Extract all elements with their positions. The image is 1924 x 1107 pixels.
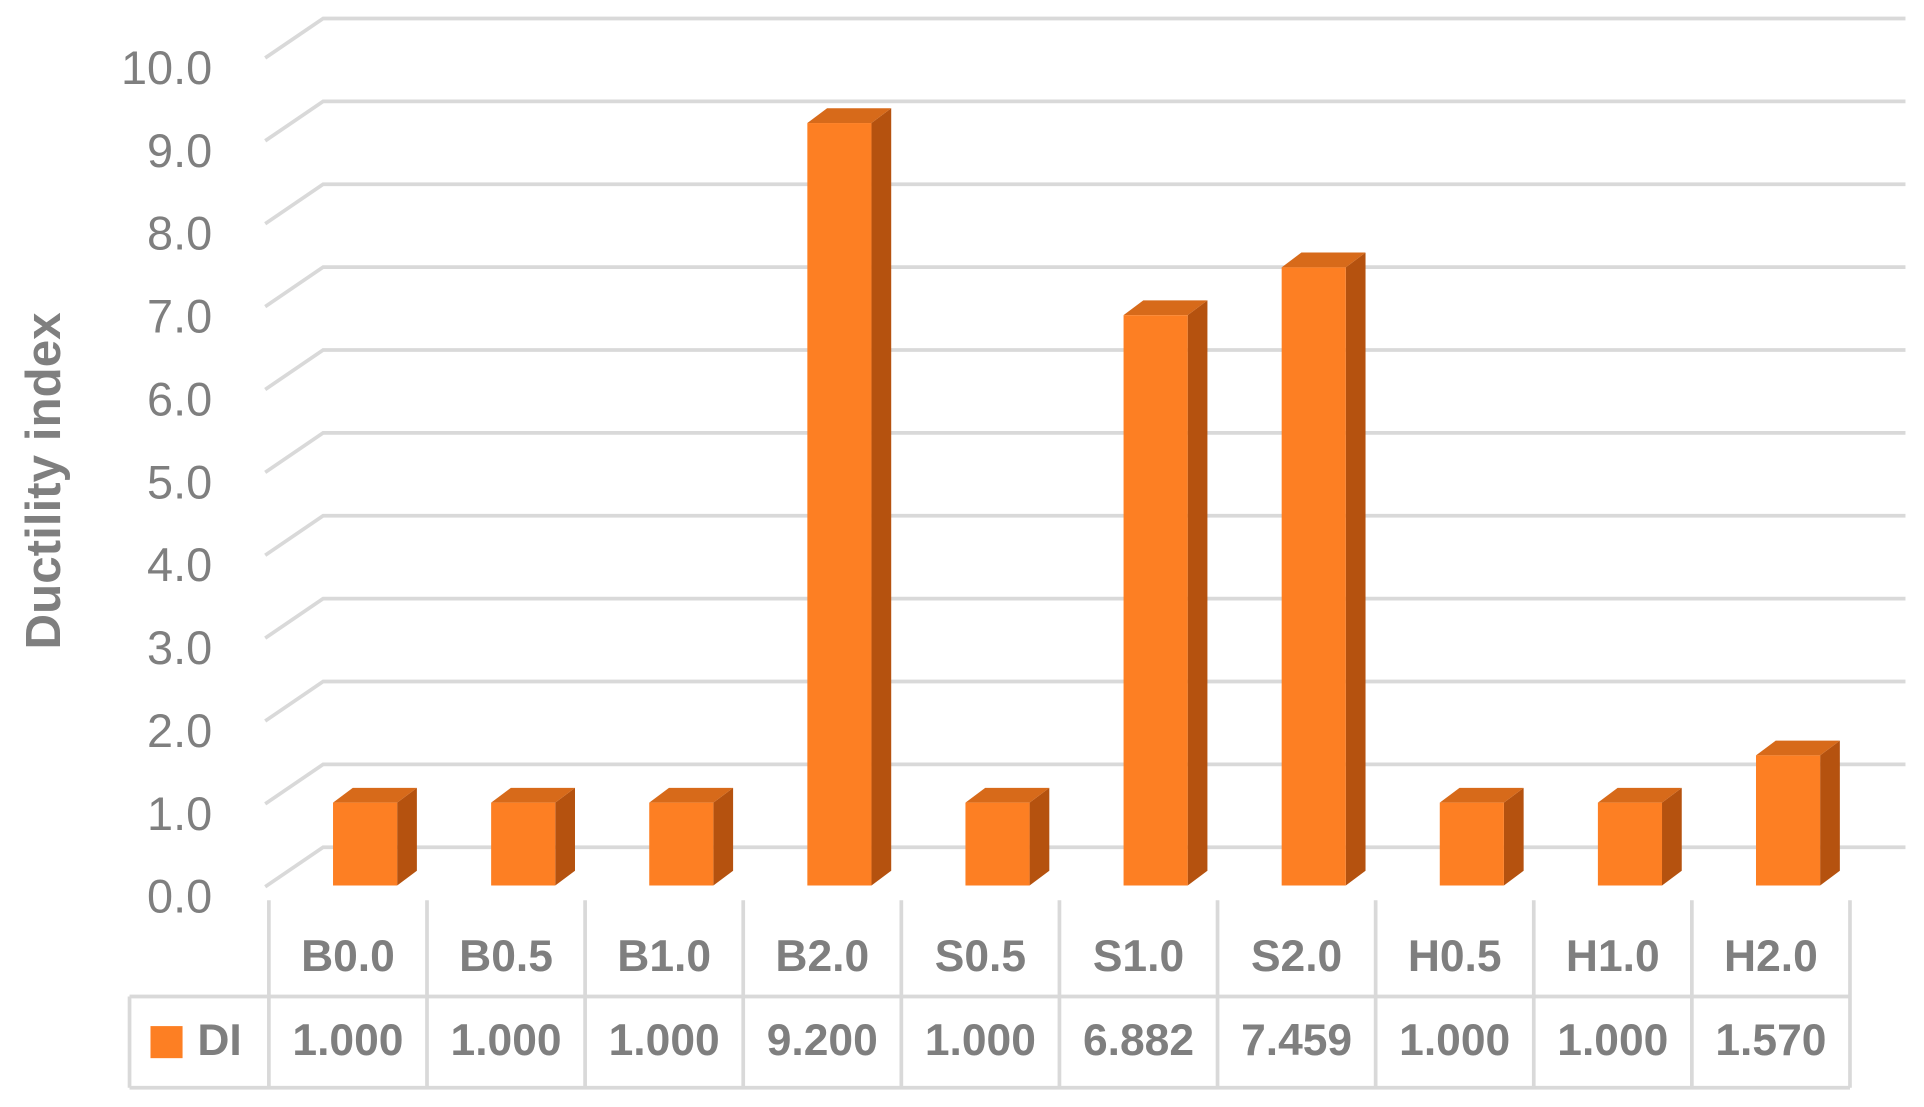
grid-line (264, 679, 1906, 723)
x-tick-label: B0.0 (301, 932, 395, 981)
x-tick-label: B2.0 (775, 932, 869, 981)
data-table-value: 1.000 (451, 1016, 562, 1065)
y-axis-title: Ductility index (16, 312, 71, 650)
bar-side (1345, 252, 1366, 886)
data-table-value: 1.000 (1399, 1016, 1510, 1065)
bar-top (1755, 740, 1840, 756)
bar-side (871, 108, 892, 886)
bar-top (491, 787, 575, 803)
bar-top (1281, 252, 1366, 268)
x-tick-label: H1.0 (1566, 932, 1660, 981)
bar-top (1439, 787, 1524, 803)
data-table-value: 1.000 (292, 1016, 403, 1065)
y-tick-label: 1.0 (147, 788, 212, 840)
bar-side (1029, 787, 1050, 886)
grid-line (264, 265, 1906, 309)
bar-top (1597, 787, 1682, 803)
bar-top (965, 787, 1050, 803)
bar (649, 802, 714, 886)
grid-line (264, 762, 1906, 806)
grid-line (264, 99, 1906, 143)
bar (1755, 755, 1821, 886)
x-tick-label: H0.5 (1408, 932, 1502, 981)
bar (1439, 802, 1504, 886)
y-tick-label: 9.0 (147, 125, 212, 177)
x-tick-label: S2.0 (1251, 932, 1342, 981)
bar-side (1662, 787, 1682, 886)
grid-line (264, 513, 1906, 557)
bar-top (333, 787, 417, 803)
x-tick-label: B1.0 (617, 932, 711, 981)
bar (1281, 267, 1346, 886)
bar (1597, 802, 1663, 886)
x-tick-label: S0.5 (935, 932, 1026, 981)
bar-side (1187, 300, 1208, 886)
bar-side (1503, 787, 1524, 886)
bar-top (1123, 300, 1208, 316)
grid-line (264, 596, 1906, 640)
legend-swatch (150, 1026, 183, 1059)
bar-side (555, 787, 575, 886)
y-tick-label: 10.0 (121, 42, 212, 94)
data-table-value: 1.570 (1715, 1016, 1826, 1065)
grid-line (264, 182, 1906, 226)
data-table-value: 1.000 (609, 1016, 720, 1065)
y-tick-label: 6.0 (147, 373, 212, 425)
bar-top (649, 787, 734, 803)
grid-line (264, 16, 1906, 60)
data-table-value: 7.459 (1241, 1016, 1352, 1065)
grid-line (264, 431, 1906, 474)
y-tick-label: 7.0 (147, 291, 212, 343)
bar-top (807, 108, 892, 124)
bar (1123, 315, 1188, 886)
y-tick-label: 0.0 (147, 871, 212, 923)
data-table-value: 1.000 (925, 1016, 1036, 1065)
data-table-value: 9.200 (767, 1016, 878, 1065)
bar-side (1820, 740, 1840, 886)
bar (965, 802, 1030, 886)
x-tick-label: H2.0 (1724, 932, 1818, 981)
y-tick-label: 4.0 (147, 539, 212, 591)
legend-label: DI (197, 1016, 241, 1065)
grid-line (264, 845, 1906, 889)
y-tick-label: 3.0 (147, 622, 212, 674)
y-tick-label: 5.0 (147, 456, 212, 508)
data-table-value: 6.882 (1083, 1016, 1194, 1065)
grid-line (264, 348, 1906, 392)
bar-side (397, 787, 417, 886)
bar (333, 802, 398, 886)
y-tick-label: 2.0 (147, 705, 212, 757)
y-tick-label: 8.0 (147, 208, 212, 260)
x-tick-label: S1.0 (1093, 932, 1184, 981)
bar (807, 123, 872, 886)
bar-side (713, 787, 734, 886)
bar (491, 802, 556, 886)
data-table-value: 1.000 (1557, 1016, 1668, 1065)
x-tick-label: B0.5 (459, 932, 553, 981)
